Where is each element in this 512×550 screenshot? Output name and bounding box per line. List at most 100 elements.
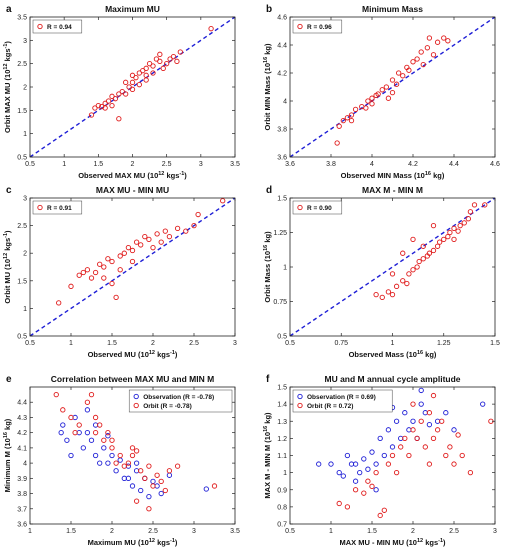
x-tick-label: 0.5: [285, 528, 295, 535]
data-point: [418, 49, 424, 55]
data-point: [385, 461, 392, 467]
data-point: [129, 247, 136, 254]
legend-marker: [297, 393, 303, 400]
data-point: [430, 52, 437, 58]
series-0: [88, 26, 214, 122]
y-tick-label: 1.25: [273, 230, 287, 237]
data-point: [60, 422, 66, 428]
data-point: [158, 478, 164, 485]
xlabel-part: 12: [149, 350, 155, 356]
data-point: [385, 427, 392, 433]
ylabel-part: 16: [263, 57, 269, 63]
y-tick-label: 3.6: [277, 155, 287, 162]
data-point: [150, 478, 156, 485]
one-to-one-line: [30, 198, 235, 336]
data-point: [112, 96, 119, 102]
data-point: [406, 67, 412, 73]
data-point: [109, 280, 115, 287]
data-point: [117, 267, 123, 273]
data-point: [138, 468, 144, 474]
x-tick-label: 1.5: [367, 528, 377, 535]
data-point: [395, 70, 402, 76]
data-point: [174, 58, 180, 64]
data-point: [154, 472, 160, 478]
y-tick-label: 0.8: [277, 504, 287, 511]
data-point: [136, 82, 142, 88]
data-point: [101, 275, 107, 281]
ylabel-part: kgs: [3, 48, 12, 63]
data-point: [133, 498, 140, 504]
ylabel-part: kg): [263, 412, 272, 426]
y-tick-label: 3.8: [17, 491, 27, 498]
legend-label: R = 0.94: [47, 24, 72, 31]
data-point: [203, 486, 209, 492]
data-point: [369, 483, 375, 489]
data-point: [398, 444, 404, 450]
ylabel-part: 16: [263, 426, 269, 432]
y-tick-label: 2: [23, 251, 27, 258]
data-point: [385, 95, 392, 101]
x-axis-label: MAX MU - MIN MU (1012 kgs-1): [339, 538, 446, 547]
data-point: [191, 222, 197, 229]
data-point: [410, 236, 416, 243]
data-point: [95, 103, 101, 109]
data-point: [116, 116, 122, 122]
data-point: [166, 233, 173, 240]
data-point: [123, 91, 129, 97]
y-tick-label: 4.1: [17, 445, 27, 452]
data-point: [369, 95, 375, 101]
data-point: [410, 427, 416, 433]
y-tick-label: 3.7: [17, 506, 27, 513]
xlabel-part: kgs: [155, 538, 170, 547]
data-point: [80, 445, 86, 451]
data-point: [129, 445, 136, 451]
data-point: [92, 414, 99, 421]
legend-marker: [297, 402, 303, 409]
data-point: [424, 45, 430, 51]
data-point: [150, 245, 156, 251]
series-0: [373, 202, 488, 301]
y-tick-label: 4.4: [17, 400, 27, 407]
legend-marker: [37, 204, 43, 211]
chart-title: Correlation between MAX MU and MIN M: [51, 374, 214, 384]
data-point: [97, 460, 103, 466]
y-tick-label: 2.5: [17, 61, 27, 68]
data-point: [480, 401, 486, 407]
data-point: [365, 478, 371, 484]
data-point: [53, 391, 59, 398]
xlabel-part: Observed MIN Mass (10: [341, 171, 425, 180]
data-point: [105, 430, 111, 436]
chart-title: Maximum MU: [105, 4, 160, 14]
data-point: [445, 233, 451, 240]
data-point: [377, 512, 383, 519]
data-point: [441, 236, 447, 243]
data-point: [418, 418, 424, 424]
data-point: [389, 89, 396, 96]
data-point: [157, 51, 163, 57]
legend-box: [292, 19, 343, 34]
data-point: [113, 460, 119, 466]
data-point: [385, 289, 392, 295]
data-point: [361, 456, 367, 462]
data-point: [84, 430, 91, 436]
data-point: [211, 483, 218, 489]
data-point: [195, 211, 201, 218]
data-point: [340, 117, 346, 124]
data-point: [158, 239, 164, 245]
y-tick-label: 0.5: [17, 334, 27, 341]
legend-label: Orbit (R = 0.72): [307, 403, 353, 410]
x-tick-label: 1.5: [93, 161, 103, 168]
data-point: [170, 54, 177, 60]
chart-title: MU and M annual cycle amplitude: [324, 374, 460, 384]
ylabel-part: Orbit MIN Mass (10: [263, 63, 272, 131]
data-point: [88, 112, 95, 118]
data-point: [109, 445, 115, 451]
y-tick-label: 1: [283, 470, 287, 477]
x-tick-label: 1.5: [107, 340, 117, 347]
xlabel-part: 16: [425, 171, 431, 177]
x-tick-label: 0.5: [25, 340, 35, 347]
data-point: [373, 461, 379, 467]
data-point: [84, 267, 91, 273]
y-tick-label: 3: [23, 38, 27, 45]
x-axis-label: Maximum MU (1012 kgs-1): [88, 538, 178, 547]
